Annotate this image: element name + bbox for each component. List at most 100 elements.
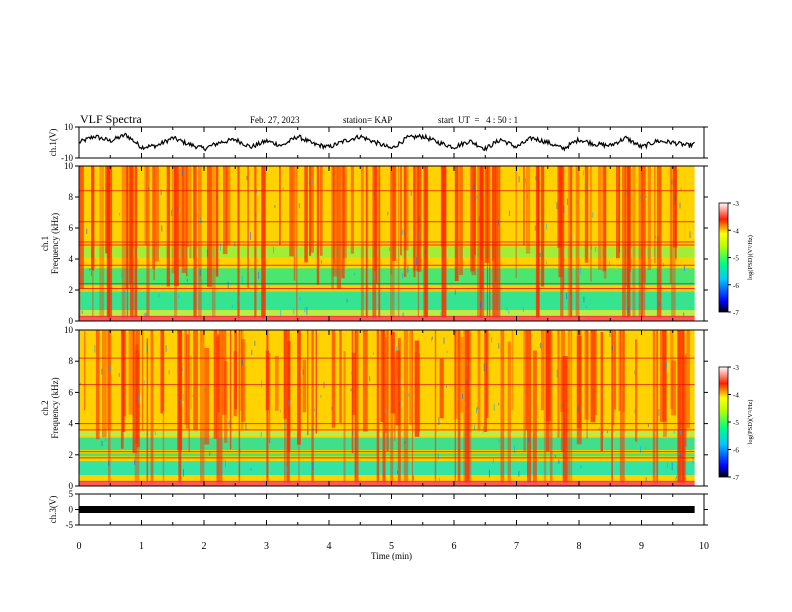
y-tick-label: 2	[69, 285, 74, 295]
ch1-speck	[81, 310, 83, 314]
ch2-speck	[260, 432, 262, 437]
ch2-speck	[513, 445, 515, 453]
ch1-speck	[311, 177, 313, 184]
ch1-streak	[373, 166, 377, 272]
ch1-speck	[410, 190, 412, 196]
y-tick-label: -5	[66, 520, 74, 530]
ch1-speck	[590, 245, 592, 250]
ch2-speck	[108, 460, 110, 466]
ch1-speck	[524, 178, 526, 184]
ch1-streak	[105, 166, 108, 254]
ch2-bottom-strip	[79, 481, 695, 486]
ch1-streak	[474, 166, 476, 256]
ch1-speck	[241, 276, 243, 283]
ch2-streak	[562, 356, 568, 483]
ch1-speck	[200, 217, 202, 225]
ch1-speck	[683, 312, 685, 319]
ch1-streak	[247, 166, 249, 288]
ch1-speck	[158, 293, 160, 297]
ch1-speck	[407, 265, 409, 273]
y-tick-label: 8	[69, 356, 74, 366]
ch1-speck	[689, 231, 691, 238]
ch2-speck	[312, 462, 314, 471]
ch2-streak	[240, 330, 242, 411]
ch1-speck	[402, 229, 404, 235]
y-axis-label: ch.2	[40, 400, 50, 415]
ch1-speck	[655, 235, 657, 240]
ch1-speck	[273, 246, 274, 254]
ch1-streak	[293, 166, 296, 281]
ch2-streak	[386, 330, 389, 451]
ch2-speck	[250, 468, 252, 471]
y-tick-label: 4	[69, 254, 74, 264]
ch2-speck	[404, 441, 406, 444]
ch2-speck	[180, 399, 182, 405]
ch2-speck	[118, 373, 120, 377]
ch2-streak	[485, 330, 489, 418]
ch2-speck	[634, 370, 636, 375]
x-tick-label: 2	[202, 541, 207, 552]
ch2-streak	[229, 330, 232, 450]
ch2-streak	[204, 347, 210, 445]
ch2-speck	[609, 333, 611, 337]
ch1-speck	[658, 302, 660, 306]
ch1-streak	[647, 166, 651, 270]
ch1-speck	[306, 307, 308, 315]
ch2-speck	[154, 430, 156, 436]
ch1-speck	[577, 201, 579, 204]
colorbar-tick-label: -5	[733, 419, 739, 427]
ch2-speck	[254, 340, 256, 346]
ch1-streak	[304, 166, 308, 263]
ch1-speck	[546, 261, 548, 264]
ch1-streak	[225, 166, 231, 245]
ch2-speck	[408, 393, 410, 397]
x-tick-label: 9	[639, 541, 644, 552]
ch2-streak	[339, 330, 342, 423]
ch1-speck	[219, 243, 221, 251]
ch2-streak	[136, 330, 140, 448]
ch2-speck	[80, 382, 82, 385]
ch1-speck	[592, 212, 594, 218]
ch2-speck	[474, 424, 475, 430]
ch1-streak	[454, 166, 459, 281]
ch1-speck	[417, 231, 419, 240]
ch2-speck	[678, 449, 680, 455]
ch1-streak	[618, 166, 620, 253]
ch1-streak	[310, 166, 314, 253]
ch1-bottom-strip	[79, 316, 695, 321]
ch1-speck	[123, 290, 125, 296]
ch1-speck	[473, 184, 475, 192]
ch2-speck	[612, 345, 613, 351]
ch2-streak	[266, 330, 269, 483]
ch1-streak	[624, 166, 629, 287]
ch2-streak	[454, 330, 457, 483]
ch1-low-band	[79, 310, 695, 316]
ch1-speck	[476, 195, 478, 200]
y-tick-label: 4	[69, 419, 74, 429]
ch2-streak	[222, 330, 227, 415]
ch1-speck	[148, 187, 150, 192]
ch2-speck	[580, 465, 582, 469]
ch1-speck	[454, 289, 456, 295]
ch2-speck	[675, 477, 677, 481]
ch1-speck	[178, 294, 180, 299]
ch2-low-band	[79, 461, 695, 476]
ch2-speck	[556, 369, 558, 378]
ch2-speck	[558, 459, 560, 464]
y-tick-label: 0	[69, 316, 74, 326]
ch2-streak	[600, 331, 603, 452]
ch1-streak	[669, 166, 672, 284]
ch1-speck	[566, 293, 568, 300]
ch1-speck	[121, 270, 123, 279]
ch1-speck	[293, 308, 295, 315]
colorbar-tick-label: -6	[733, 447, 739, 455]
ch2-streak	[390, 330, 394, 483]
ch2-streak	[395, 350, 401, 426]
ch1-speck	[425, 248, 426, 255]
ch2-speck	[101, 441, 103, 447]
ch1-speck	[354, 272, 356, 276]
ch2-speck	[640, 445, 641, 453]
ch2-streak	[685, 353, 687, 447]
ch2-streak	[380, 330, 385, 423]
ch2-speck	[245, 422, 247, 431]
